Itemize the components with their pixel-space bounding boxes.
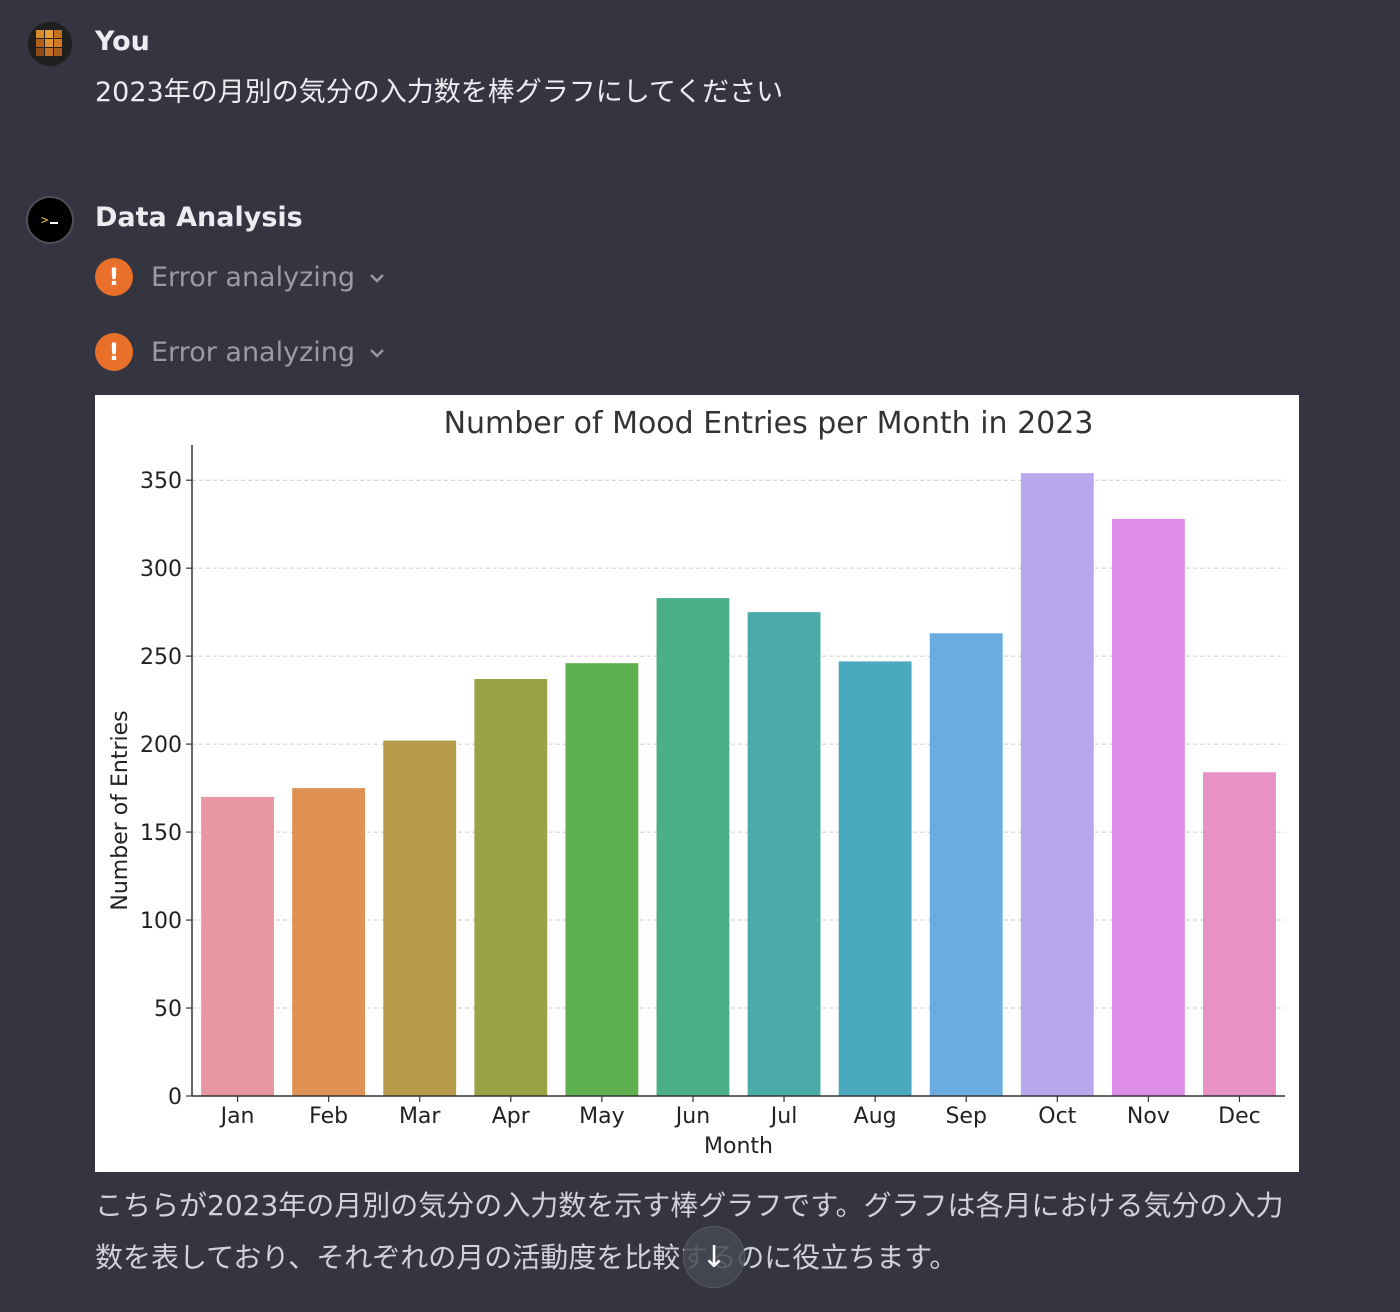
x-tick-label: Jan: [219, 1104, 255, 1129]
x-tick-label: May: [579, 1104, 624, 1129]
error-analyzing-toggle-1[interactable]: ! Error analyzing: [95, 258, 385, 296]
status-label: Error analyzing: [151, 336, 356, 368]
y-tick-label: 50: [154, 997, 182, 1022]
user-message: 2023年の月別の気分の入力数を棒グラフにしてください: [95, 77, 784, 108]
x-tick-label: Feb: [309, 1104, 348, 1129]
chevron-down-icon: [369, 342, 385, 363]
error-analyzing-toggle-2[interactable]: ! Error analyzing: [95, 333, 385, 371]
x-tick-label: Apr: [492, 1104, 531, 1129]
y-tick-label: 350: [140, 469, 182, 494]
bar-chart-image[interactable]: Number of Mood Entries per Month in 2023…: [95, 395, 1299, 1172]
arrow-down-icon: ↓: [701, 1239, 727, 1275]
x-tick-label: Jun: [674, 1104, 710, 1129]
bar-dec: [1203, 772, 1276, 1096]
svg-text:>: >: [41, 213, 48, 227]
x-tick-label: Sep: [945, 1104, 986, 1129]
bar-oct: [1020, 473, 1094, 1096]
chart-title: Number of Mood Entries per Month in 2023: [444, 406, 1094, 441]
x-tick-label: Dec: [1218, 1104, 1261, 1129]
status-label: Error analyzing: [151, 261, 356, 293]
bar-may: [565, 663, 639, 1096]
bar-apr: [474, 679, 548, 1096]
user-author-name: You: [95, 26, 150, 57]
user-avatar: [28, 22, 72, 66]
bar-sep: [929, 633, 1003, 1096]
y-tick-label: 300: [140, 557, 182, 582]
x-axis-label: Month: [704, 1134, 773, 1159]
warning-icon: !: [95, 258, 133, 296]
bar-nov: [1111, 518, 1185, 1096]
x-tick-label: Nov: [1127, 1104, 1170, 1129]
y-tick-label: 150: [140, 821, 182, 846]
bar-aug: [838, 661, 912, 1096]
x-tick-label: Aug: [854, 1104, 897, 1129]
bar-feb: [292, 788, 366, 1096]
bar-mar: [383, 740, 457, 1096]
y-tick-label: 100: [140, 909, 182, 934]
assistant-author-name: Data Analysis: [95, 202, 303, 233]
y-tick-label: 200: [140, 733, 182, 758]
y-tick-label: 0: [168, 1085, 182, 1110]
bar-jul: [747, 612, 821, 1096]
x-tick-label: Jul: [769, 1104, 798, 1129]
terminal-icon: >: [28, 198, 72, 242]
x-tick-label: Mar: [399, 1104, 441, 1129]
assistant-answer-text: こちらが2023年の月別の気分の入力数を示す棒グラフです。グラフは各月における気…: [95, 1189, 1284, 1274]
bar-jan: [201, 796, 274, 1096]
cube-icon: [28, 22, 72, 66]
assistant-avatar: >: [28, 198, 72, 242]
bar-chart: Number of Mood Entries per Month in 2023…: [108, 406, 1285, 1159]
warning-icon: !: [95, 333, 133, 371]
x-tick-label: Oct: [1038, 1104, 1076, 1129]
y-axis-label: Number of Entries: [108, 710, 133, 910]
bar-jun: [656, 598, 730, 1096]
chevron-down-icon: [369, 267, 385, 288]
scroll-to-bottom-button[interactable]: ↓: [683, 1226, 745, 1288]
y-tick-label: 250: [140, 645, 182, 670]
